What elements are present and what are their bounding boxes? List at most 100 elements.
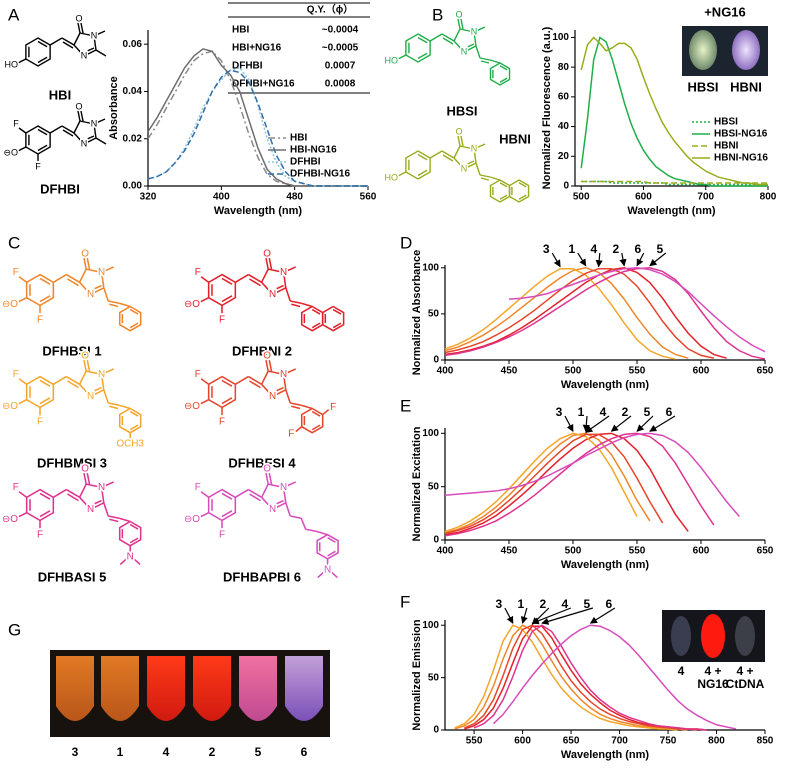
bond bbox=[268, 370, 284, 376]
bond bbox=[464, 160, 475, 166]
series-line bbox=[444, 432, 638, 533]
annotation-arrow bbox=[610, 415, 632, 432]
annotation-arrow bbox=[649, 252, 667, 267]
bond bbox=[475, 162, 481, 176]
bond bbox=[268, 257, 273, 270]
atom-label: N bbox=[280, 369, 287, 380]
bond bbox=[463, 162, 477, 170]
series-line bbox=[444, 266, 689, 359]
y-tick-label: 20 bbox=[558, 151, 570, 162]
bond bbox=[268, 483, 284, 489]
bond bbox=[86, 483, 102, 489]
bond bbox=[17, 297, 28, 303]
bond bbox=[199, 297, 210, 303]
bond bbox=[100, 374, 105, 390]
series-annotation: 6 bbox=[606, 597, 613, 611]
bond bbox=[78, 370, 87, 385]
bond bbox=[86, 359, 91, 372]
x-tick-label: 550 bbox=[466, 736, 483, 747]
bond bbox=[95, 49, 107, 57]
structure-name: DFHBFSI 4 bbox=[228, 455, 296, 470]
bond bbox=[248, 488, 262, 498]
x-tick-label: 650 bbox=[563, 736, 580, 747]
bond bbox=[79, 32, 95, 37]
bond bbox=[317, 568, 329, 579]
x-tick-label: 480 bbox=[286, 192, 303, 203]
atom-label: N bbox=[98, 267, 105, 278]
x-tick-label: 750 bbox=[660, 736, 677, 747]
bond bbox=[453, 28, 461, 42]
bond bbox=[80, 22, 84, 34]
structure-name: DFHBMSI 3 bbox=[37, 455, 107, 470]
bond bbox=[84, 47, 95, 53]
atom-label: O bbox=[263, 350, 271, 361]
annotation-arrow bbox=[649, 415, 676, 432]
bond bbox=[39, 379, 51, 387]
bond bbox=[39, 510, 51, 518]
bond bbox=[417, 169, 428, 177]
inset-label: HBNI bbox=[730, 79, 762, 94]
bond bbox=[17, 512, 28, 518]
x-tick-label: 560 bbox=[360, 192, 377, 203]
bond bbox=[18, 378, 28, 385]
series-annotation: 2 bbox=[612, 242, 619, 256]
panel-label: E bbox=[400, 396, 411, 415]
inset-label: 4 + bbox=[704, 664, 721, 678]
y-axis-label: Normalized Emission bbox=[411, 619, 423, 731]
atom-label: F bbox=[37, 529, 43, 540]
legend-label: HBI bbox=[290, 133, 307, 144]
bond bbox=[79, 120, 95, 125]
x-tick-label: 600 bbox=[693, 366, 710, 377]
bond bbox=[200, 378, 210, 385]
atom-label: O bbox=[455, 126, 462, 136]
bond bbox=[93, 118, 106, 125]
bond bbox=[460, 18, 464, 30]
bond bbox=[397, 171, 407, 177]
table-cell: ~0.0004 bbox=[322, 25, 359, 36]
tube-label: 6 bbox=[301, 745, 308, 759]
bond bbox=[62, 41, 74, 49]
y-axis-label: Normalized Excitation bbox=[411, 426, 423, 541]
series-line bbox=[580, 36, 768, 186]
bond bbox=[260, 483, 269, 498]
tube-label: 1 bbox=[117, 745, 124, 759]
atom-label: F bbox=[195, 369, 201, 380]
panel-label: C bbox=[8, 233, 20, 252]
bond bbox=[17, 399, 28, 405]
series-annotation: 3 bbox=[543, 242, 550, 256]
atom-label: N bbox=[280, 267, 287, 278]
atom-label: N bbox=[87, 391, 94, 402]
y-tick-label: 80 bbox=[558, 62, 570, 73]
y-axis-label: Absorbance bbox=[108, 76, 120, 140]
atom-label: F bbox=[13, 369, 19, 380]
atom-label: N bbox=[461, 46, 468, 56]
bond bbox=[91, 284, 102, 291]
bond bbox=[460, 135, 464, 147]
bond bbox=[77, 110, 81, 122]
series-line bbox=[147, 50, 368, 187]
x-tick-label: 700 bbox=[697, 192, 714, 203]
panel-label: A bbox=[8, 5, 20, 24]
bond bbox=[109, 405, 119, 410]
ring bbox=[118, 305, 142, 332]
bond bbox=[260, 268, 269, 283]
inset-label: 4 bbox=[678, 664, 685, 678]
bond bbox=[248, 375, 262, 385]
bond bbox=[273, 284, 284, 291]
bond bbox=[249, 278, 261, 287]
table-header: Q.Y.（ϕ） bbox=[307, 3, 353, 16]
atom-label: N bbox=[471, 26, 478, 36]
bond bbox=[268, 268, 284, 274]
bond bbox=[17, 58, 27, 64]
bond bbox=[83, 359, 87, 372]
bond bbox=[221, 295, 233, 303]
atom-label: O bbox=[263, 463, 271, 474]
x-tick-label: 550 bbox=[629, 366, 646, 377]
bond bbox=[322, 409, 330, 416]
bond bbox=[49, 125, 63, 134]
atom-label: F bbox=[195, 267, 201, 278]
legend-label: DFHBI bbox=[290, 157, 321, 168]
bond bbox=[283, 481, 297, 489]
bond bbox=[221, 510, 233, 518]
bond bbox=[273, 386, 284, 393]
